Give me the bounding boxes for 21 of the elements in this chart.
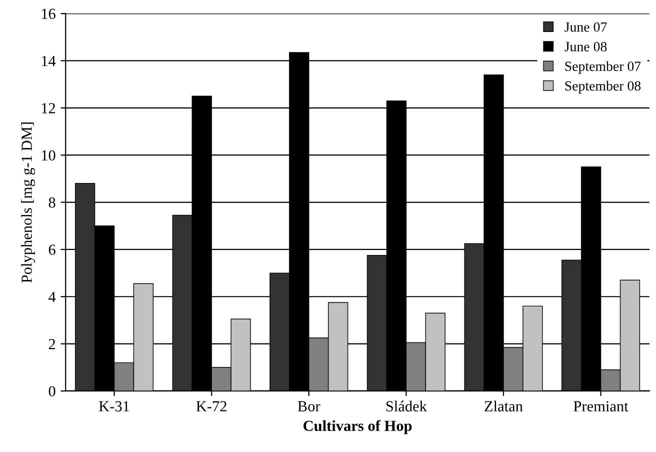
legend-label: September 07 [565, 61, 641, 74]
x-tick-label: K-31 [98, 401, 130, 412]
legend-label: September 08 [565, 80, 641, 94]
x-tick-label: Sládek [386, 400, 427, 412]
x-tick-label: Zlatan [484, 400, 523, 412]
y-tick-label: 8 [48, 197, 56, 208]
x-tick-label: K-72 [196, 401, 226, 412]
x-axis-title: Cultivars of Hop [304, 420, 412, 434]
x-tick-label: Bor [298, 401, 320, 412]
y-axis-title: Polyphenols [mg g-1 DM] [21, 122, 36, 283]
x-tick-label: Premiant [574, 401, 628, 412]
y-tick-label: 0 [48, 386, 56, 396]
legend-label: June 07 [564, 22, 607, 32]
y-tick-label: 14 [42, 56, 56, 66]
y-tick-label: 6 [48, 244, 56, 255]
y-tick-label: 2 [48, 338, 56, 350]
y-tick-label: 12 [42, 103, 56, 114]
y-tick-label: 16 [42, 8, 56, 20]
y-tick-label: 10 [42, 150, 56, 161]
legend-label: June 08 [564, 42, 607, 52]
y-tick-label: 4 [48, 292, 56, 302]
